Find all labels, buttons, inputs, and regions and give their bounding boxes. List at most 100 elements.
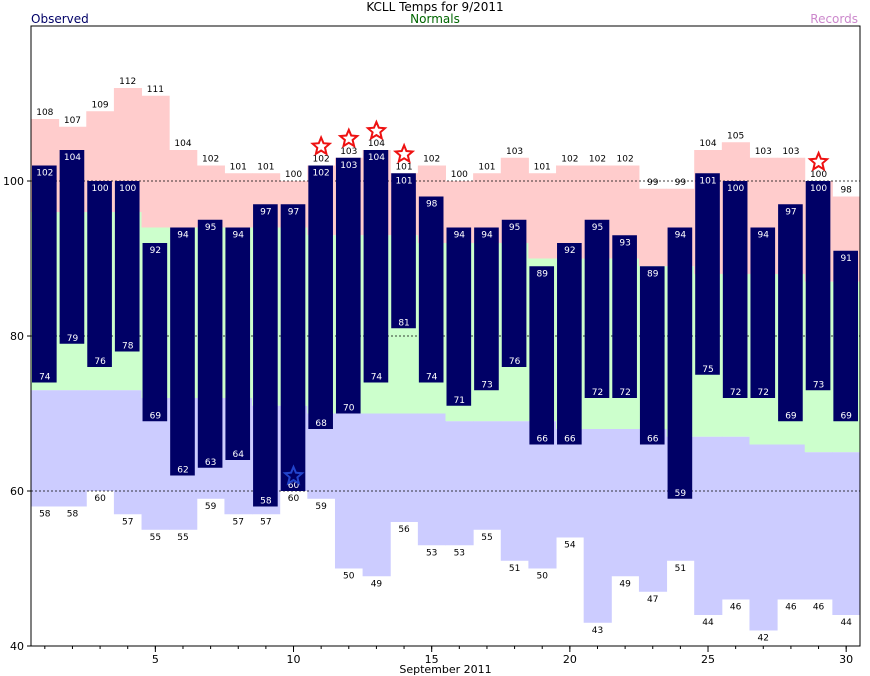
record-low-band: [473, 421, 502, 530]
record-low-label: 55: [177, 533, 188, 543]
observed-bar: [805, 181, 831, 391]
record-low-band: [362, 413, 391, 577]
record-high-label: 104: [174, 139, 191, 149]
record-high-star-icon: [807, 150, 830, 172]
observed-bar: [87, 181, 112, 367]
observed-high-label: 89: [536, 269, 548, 279]
observed-low-label: 58: [260, 497, 272, 507]
record-low-label: 58: [39, 510, 51, 520]
observed-bar: [557, 243, 582, 445]
record-low-band: [417, 413, 446, 546]
record-low-label: 42: [758, 634, 769, 644]
record-high-label: 101: [257, 162, 274, 172]
observed-high-label: 94: [233, 231, 245, 241]
record-low-label: 58: [67, 510, 79, 520]
observed-low-label: 78: [122, 342, 134, 352]
observed-high-label: 102: [36, 169, 53, 179]
record-high-label: 104: [699, 139, 716, 149]
record-low-label: 55: [150, 533, 161, 543]
observed-low-label: 72: [730, 388, 741, 398]
record-low-band: [804, 452, 833, 600]
record-high-label: 102: [617, 155, 634, 165]
record-low-label: 51: [675, 564, 686, 574]
observed-low-label: 72: [619, 388, 630, 398]
record-low-label: 49: [371, 579, 383, 589]
record-high-band: [224, 173, 253, 228]
record-high-label: 109: [91, 100, 108, 110]
record-low-label: 60: [94, 494, 106, 504]
record-high-label: 101: [534, 162, 551, 172]
record-low-label: 57: [260, 517, 271, 527]
observed-bar: [584, 219, 610, 398]
observed-high-label: 98: [426, 200, 438, 210]
chart-title: KCLL Temps for 9/2011: [366, 0, 504, 14]
record-low-label: 47: [647, 595, 658, 605]
observed-low-label: 72: [592, 388, 603, 398]
record-high-label: 102: [202, 155, 219, 165]
record-low-label: 50: [343, 572, 355, 582]
observed-bar: [667, 227, 693, 499]
record-low-label: 53: [454, 548, 465, 558]
record-low-band: [390, 413, 419, 522]
x-tick-label: 5: [152, 653, 159, 666]
record-low-band: [556, 429, 585, 538]
observed-low-label: 70: [343, 404, 355, 414]
observed-high-label: 101: [699, 176, 716, 186]
records-legend-label: Records: [810, 12, 858, 26]
observed-low-label: 68: [315, 419, 327, 429]
record-low-label: 57: [122, 517, 133, 527]
observed-high-label: 95: [592, 223, 603, 233]
record-high-label: 100: [451, 170, 468, 180]
record-high-label: 101: [395, 162, 412, 172]
x-axis-label: September 2011: [399, 663, 491, 676]
observed-bar: [446, 227, 472, 406]
record-high-label: 99: [647, 178, 659, 188]
observed-high-label: 93: [619, 238, 630, 248]
observed-bar: [639, 266, 665, 445]
observed-bar: [391, 173, 416, 329]
observed-low-label: 59: [675, 489, 687, 499]
observed-high-label: 91: [840, 254, 851, 264]
y-tick-label: 40: [10, 640, 24, 653]
record-high-label: 104: [368, 139, 385, 149]
x-tick-label: 25: [701, 653, 715, 666]
record-high-label: 112: [119, 77, 136, 87]
observed-bar: [695, 173, 720, 375]
observed-bar: [474, 227, 499, 391]
record-low-band: [86, 390, 115, 491]
record-low-band: [445, 421, 474, 546]
observed-high-label: 104: [64, 153, 81, 163]
y-tick-label: 80: [10, 330, 24, 343]
observed-high-label: 95: [509, 223, 520, 233]
record-low-label: 44: [702, 618, 714, 628]
record-high-band: [638, 188, 668, 267]
record-low-band: [638, 429, 668, 592]
record-high-label: 103: [755, 147, 772, 157]
record-low-band: [832, 452, 861, 615]
record-low-label: 49: [619, 579, 631, 589]
observed-low-label: 79: [67, 334, 79, 344]
observed-low-label: 69: [785, 411, 797, 421]
record-low-label: 60: [288, 494, 300, 504]
observed-low-label: 72: [758, 388, 769, 398]
record-high-label: 103: [506, 147, 523, 157]
observed-high-label: 100: [91, 184, 108, 194]
observed-high-label: 97: [288, 207, 299, 217]
record-low-band: [749, 444, 778, 631]
x-tick-label: 30: [839, 653, 853, 666]
observed-low-label: 69: [150, 411, 162, 421]
observed-high-label: 101: [395, 176, 412, 186]
record-high-band: [141, 95, 170, 228]
record-low-label: 43: [592, 626, 603, 636]
record-high-label: 101: [478, 162, 495, 172]
record-high-star-icon: [310, 134, 333, 156]
record-low-label: 56: [398, 525, 410, 535]
record-high-label: 100: [285, 170, 302, 180]
y-tick-label: 100: [3, 175, 24, 188]
observed-high-label: 92: [564, 246, 575, 256]
observed-low-label: 74: [371, 373, 383, 383]
y-tick-label: 60: [10, 485, 24, 498]
x-tick-label: 10: [287, 653, 301, 666]
observed-low-label: 81: [398, 318, 409, 328]
record-high-label: 102: [423, 155, 440, 165]
